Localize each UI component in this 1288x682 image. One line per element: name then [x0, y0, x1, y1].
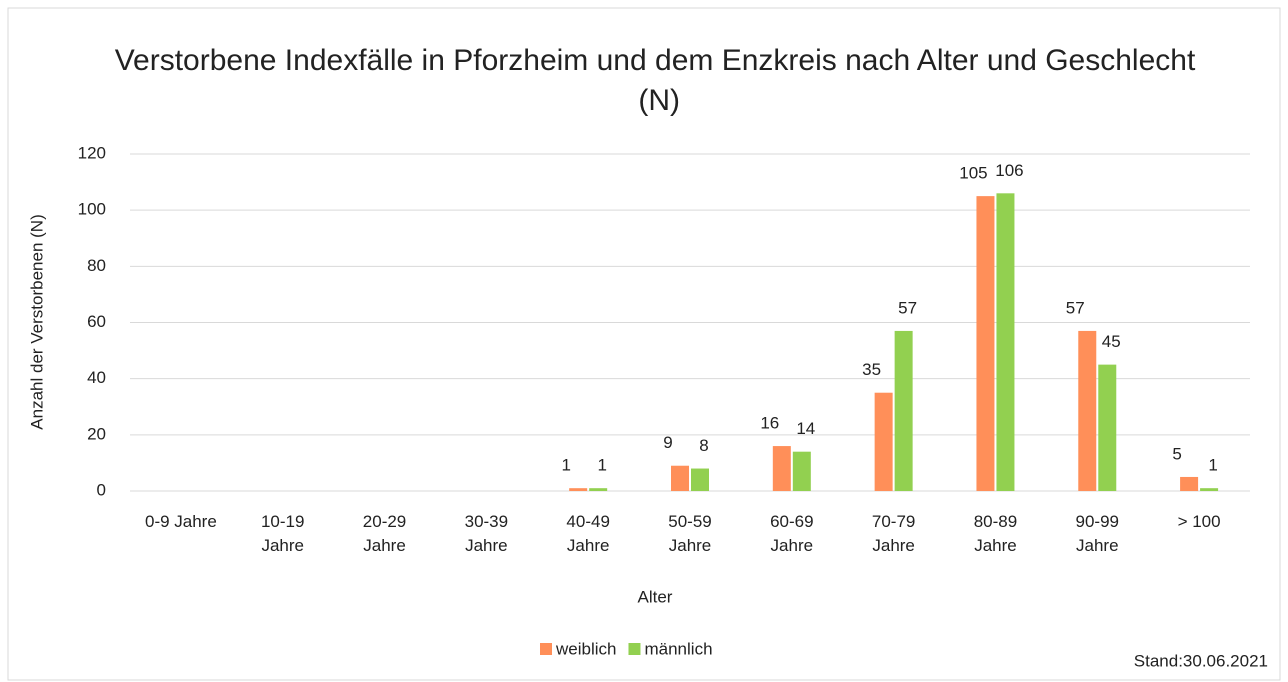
data-label: 1: [561, 456, 570, 475]
bar: [1180, 476, 1199, 491]
bar: [772, 446, 791, 491]
data-label: 16: [760, 414, 779, 433]
bar: [894, 330, 913, 491]
data-label: 1: [597, 456, 606, 475]
legend-swatch: [540, 643, 552, 655]
data-label: 57: [898, 298, 917, 317]
bar: [874, 392, 893, 491]
bar: [996, 193, 1015, 492]
x-tick-label: 0-9 Jahre: [144, 512, 217, 531]
x-tick-label: 20-29 Jahre: [362, 512, 407, 555]
data-label: 1: [1208, 456, 1217, 475]
y-tick-label: 0: [97, 480, 106, 499]
x-tick-label: 90-99 Jahre: [1075, 512, 1119, 555]
data-label: 106: [995, 161, 1023, 180]
data-label: 35: [862, 360, 881, 379]
bar: [691, 468, 709, 491]
data-label: 14: [796, 419, 815, 438]
chart-border: [7, 7, 1281, 681]
x-tick-label: 30-39 Jahre: [464, 512, 509, 555]
legend-swatch: [628, 643, 641, 655]
x-tick-label: 70-79 Jahre: [871, 512, 916, 555]
x-tick-label: 40-49 Jahre: [566, 512, 610, 555]
data-label: 45: [1102, 332, 1121, 351]
y-tick-label: 120: [78, 143, 106, 162]
x-tick-label: 10-19 Jahre: [260, 512, 305, 555]
bar: [976, 196, 995, 491]
x-axis-label: Alter: [638, 587, 673, 606]
x-tick-label: > 100: [1177, 512, 1221, 531]
y-tick-label: 60: [87, 312, 106, 331]
data-label: 5: [1172, 444, 1181, 463]
y-axis-label: Anzahl der Verstorbenen (N): [27, 214, 46, 429]
data-label: 9: [663, 433, 672, 452]
bar: [1078, 330, 1097, 491]
bar: [1200, 488, 1219, 491]
bar: [569, 488, 588, 491]
data-label: 105: [959, 164, 987, 183]
bar: [792, 451, 811, 491]
y-tick-label: 20: [87, 424, 106, 443]
bar: [1098, 364, 1117, 491]
annotation: Stand:30.06.2021: [1134, 651, 1268, 670]
y-tick-label: 80: [87, 256, 106, 275]
legend-label: weiblich: [555, 639, 616, 658]
y-tick-label: 40: [87, 368, 106, 387]
chart-title: Verstorbene Indexfälle in Pforzheim und …: [115, 44, 1196, 117]
x-tick-label: 80-89 Jahre: [973, 512, 1018, 555]
bar: [589, 488, 608, 491]
data-label: 57: [1066, 298, 1085, 317]
bar: [671, 465, 689, 491]
legend-label: männlich: [644, 639, 712, 658]
data-label: 8: [699, 436, 708, 455]
x-tick-label: 50-59 Jahre: [668, 512, 712, 555]
y-tick-label: 100: [78, 200, 106, 219]
x-tick-label: 60-69 Jahre: [770, 512, 814, 555]
